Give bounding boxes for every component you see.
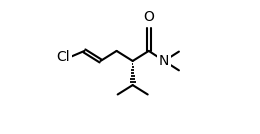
Text: O: O [143, 10, 154, 24]
Text: Cl: Cl [57, 50, 70, 64]
Text: N: N [159, 54, 169, 68]
